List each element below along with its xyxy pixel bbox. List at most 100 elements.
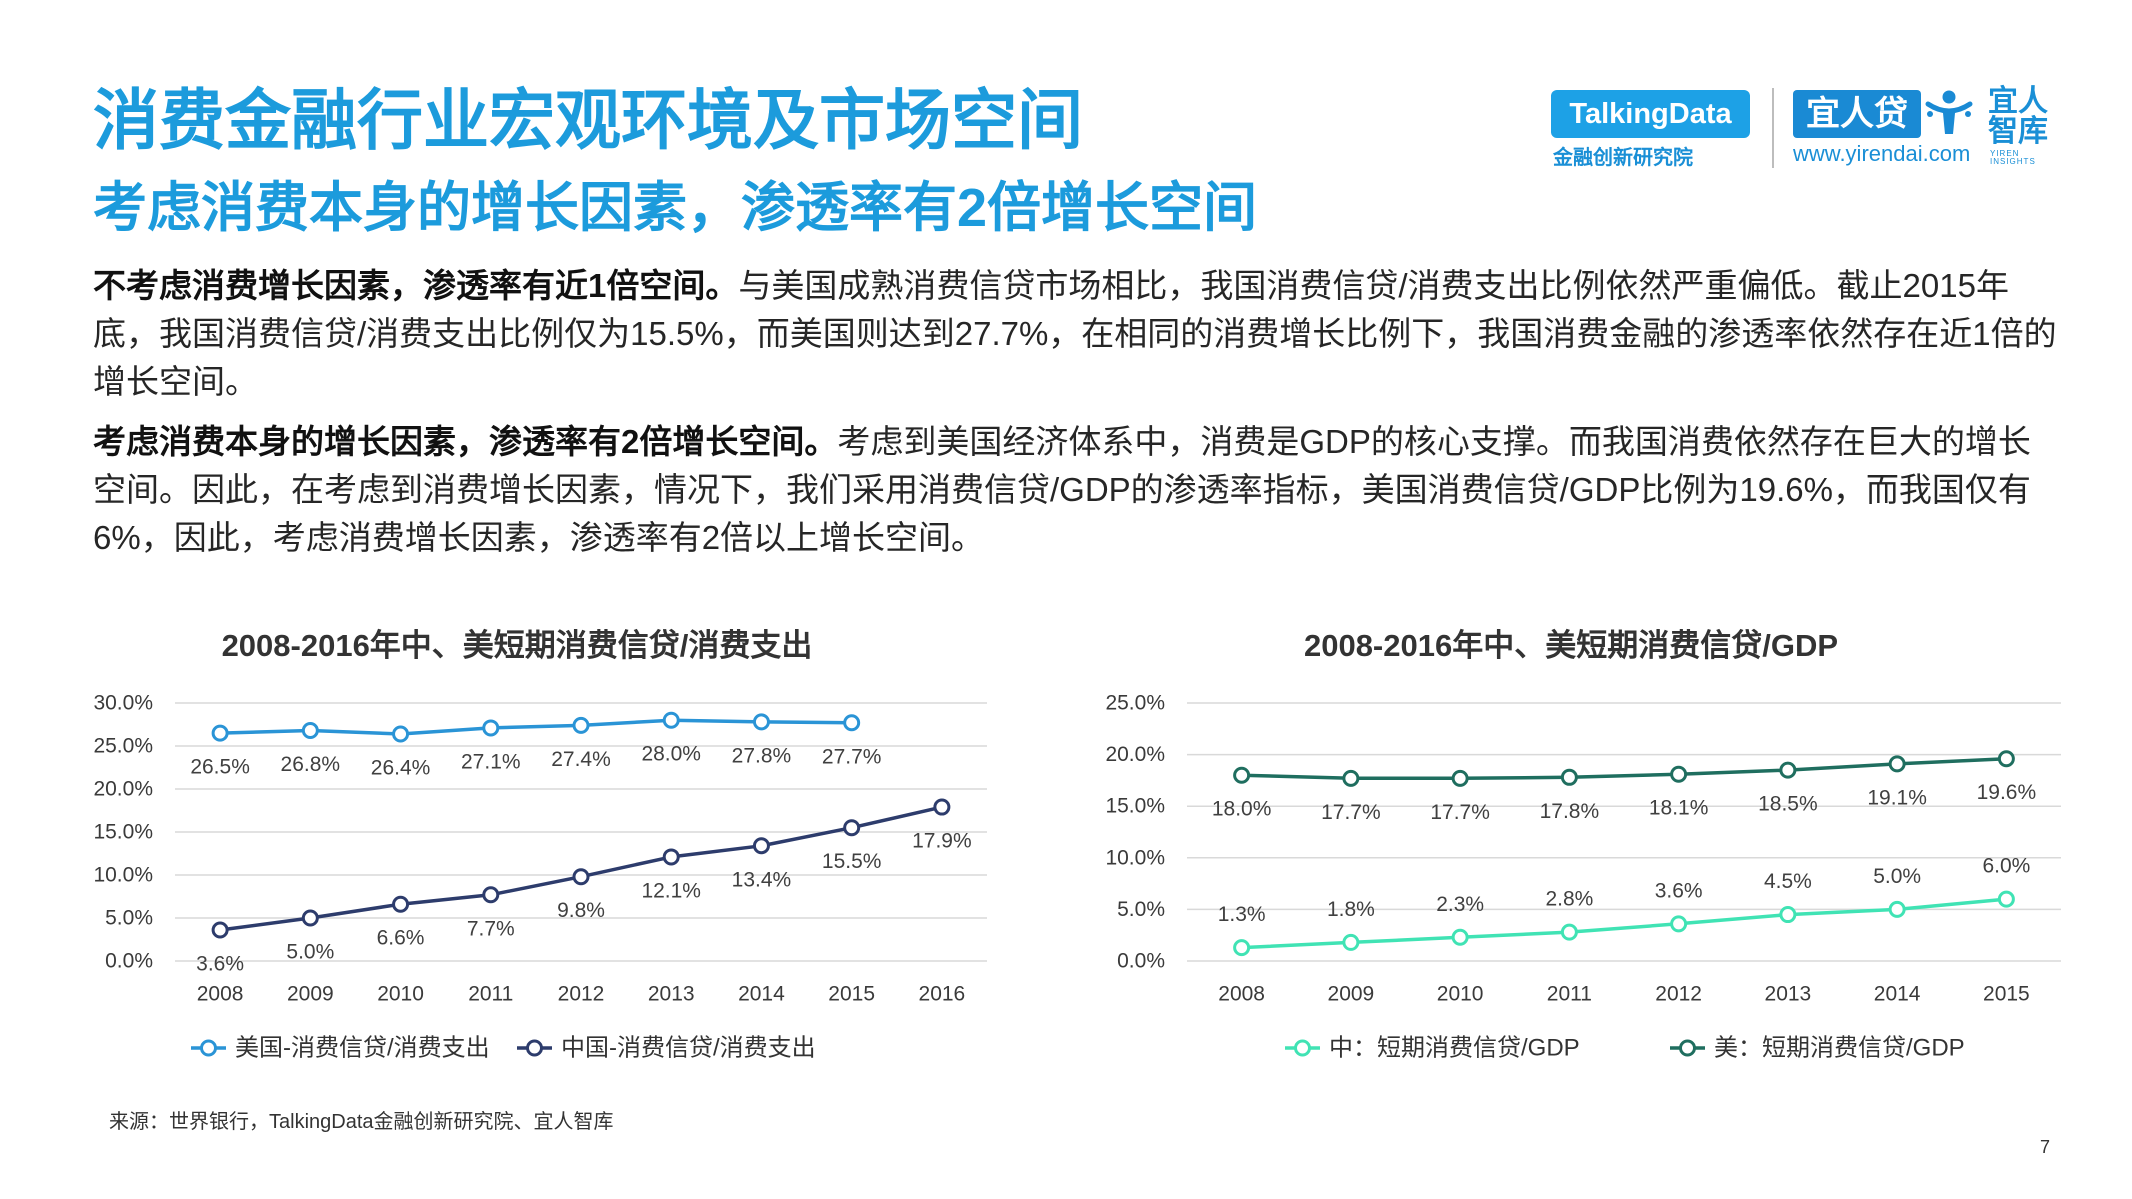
series-1-points [1233,890,2015,957]
paragraph: 考虑消费本身的增长因素，渗透率有2倍增长空间。考虑到美国经济体系中，消费是GDP… [93,418,2058,562]
x-axis-tick-label: 2013 [1765,983,1812,1006]
legend-marker [526,1039,543,1057]
data-label: 9.8% [557,899,605,922]
chart-title: 2008-2016年中、美短期消费信贷/GDP [1304,628,1838,663]
chart-consumer-credit-to-spending: 2008-2016年中、美短期消费信贷/消费支出 0.0% 5.0% 10.0% 15.… [93,628,987,1062]
yiren-insights-line1: 宜人 [1988,85,2048,118]
legend-item: 美：短期消费信贷/GDP [1670,1035,1965,1062]
data-label: 5.0% [1873,865,1921,888]
data-point [843,714,861,732]
data-point [392,895,410,913]
series-line-2 [1241,756,2007,781]
series-1-points [211,711,861,743]
talkingdata-logo-text: TalkingData [1569,98,1732,130]
legend-label: 美：短期消费信贷/GDP [1714,1035,1965,1062]
x-axis-tick-label: 2009 [287,983,334,1006]
data-label: 6.6% [377,927,425,950]
chart-title: 2008-2016年中、美短期消费信贷/消费支出 [222,628,813,663]
page-number: 7 [2040,1137,2051,1157]
data-label: 12.1% [641,879,701,902]
x-axis-tick-label: 2010 [1437,983,1484,1006]
x-axis-tick-label: 2014 [738,983,785,1006]
x-axis-tick-label: 2015 [828,983,875,1006]
data-label: 27.1% [461,750,521,773]
data-label: 17.7% [1430,801,1490,824]
data-point [1342,769,1360,787]
data-point [1560,768,1578,786]
data-label: 18.5% [1758,793,1818,816]
data-label: 26.4% [371,756,431,779]
series-2-points [211,798,951,939]
data-point [572,868,590,886]
series-line-1 [220,718,852,736]
person-icon [1925,90,1973,134]
data-label: 6.0% [1982,855,2030,878]
data-point [482,719,500,737]
data-point [211,921,229,939]
x-axis-tick-label: 2013 [648,983,695,1006]
data-label: 7.7% [467,917,515,940]
talkingdata-logo: TalkingData [1551,90,1750,138]
data-label: 26.5% [190,756,250,779]
data-label: 1.3% [1218,903,1266,926]
data-point [933,798,951,816]
data-point [662,711,680,729]
data-label: 18.0% [1212,798,1272,821]
x-axis-tick-label: 2012 [558,983,605,1006]
data-label: 27.8% [732,744,792,767]
data-point [1342,933,1360,951]
data-point [752,713,770,731]
data-point [1233,939,1251,957]
x-axis-tick-label: 2008 [1218,983,1265,1006]
gridlines [1187,702,2061,962]
legend-label: 中国-消费信贷/消费支出 [561,1035,816,1062]
data-point [1779,761,1797,779]
y-axis-tick-label: 20.0% [1105,743,1165,766]
legend-marker [1294,1039,1311,1057]
data-point [1670,915,1688,933]
data-point [1233,766,1251,784]
yiren-insights-english: YIREN INSIGHTS [1990,150,2036,166]
data-label: 13.4% [732,868,792,891]
data-point [1888,755,1906,773]
y-axis-tick-label: 10.0% [1105,846,1165,869]
paragraph-body: 与美国成熟消费信贷市场相比，我国消费信贷/消费支出比例依然严重偏低。截止2015… [93,267,2057,400]
legend-item: 中国-消费信贷/消费支出 [517,1035,816,1062]
legend-label: 美国-消费信贷/消费支出 [235,1035,490,1062]
paragraph: 不考虑消费增长因素，渗透率有近1倍空间。与美国成熟消费信贷市场相比，我国消费信贷… [93,262,2058,406]
y-axis-tick-label: 25.0% [1105,692,1165,715]
x-axis-tick-label: 2016 [919,983,966,1006]
data-label: 2.3% [1436,893,1484,916]
yiren-insights-line2: 智库 [1988,115,2048,148]
legend-item: 中：短期消费信贷/GDP [1285,1035,1580,1062]
y-axis-tick-label: 5.0% [1117,898,1165,921]
paragraph-body: 考虑到美国经济体系中，消费是GDP的核心支撑。而我国消费依然存在巨大的增长空间。… [93,423,2031,556]
x-axis-tick-label: 2011 [468,983,513,1006]
legend-marker [1679,1039,1696,1057]
talkingdata-institute-label: 金融创新研究院 [1553,147,1693,169]
data-point [301,909,319,927]
data-point [1451,928,1469,946]
source-note: 来源：世界银行，TalkingData金融创新研究院、宜人智库 [109,1111,614,1133]
data-point [1670,765,1688,783]
x-axis-tick-label: 2015 [1983,983,2030,1006]
data-point [752,837,770,855]
body-text: 不考虑消费增长因素，渗透率有近1倍空间。与美国成熟消费信贷市场相比，我国消费信贷… [93,262,2058,574]
page-subtitle: 考虑消费本身的增长因素，渗透率有2倍增长空间 [93,178,1258,238]
data-label: 26.8% [281,753,341,776]
data-point [572,716,590,734]
data-label: 18.1% [1649,797,1709,820]
data-point [1560,923,1578,941]
data-label: 4.5% [1764,870,1812,893]
x-axis-tick-label: 2011 [1547,983,1592,1006]
data-label: 19.6% [1977,781,2037,804]
data-label: 19.1% [1867,786,1927,809]
data-label: 3.6% [1655,879,1703,902]
y-axis-tick-label: 0.0% [1117,950,1165,973]
yirendai-logo-text: 宜人贷 [1806,95,1908,133]
paragraph-lead: 不考虑消费增长因素，渗透率有近1倍空间。 [93,267,739,304]
data-point [1997,890,2015,908]
yirendai-logo: 宜人贷 [1793,90,1921,138]
data-point [1451,769,1469,787]
legend-marker [200,1039,217,1057]
